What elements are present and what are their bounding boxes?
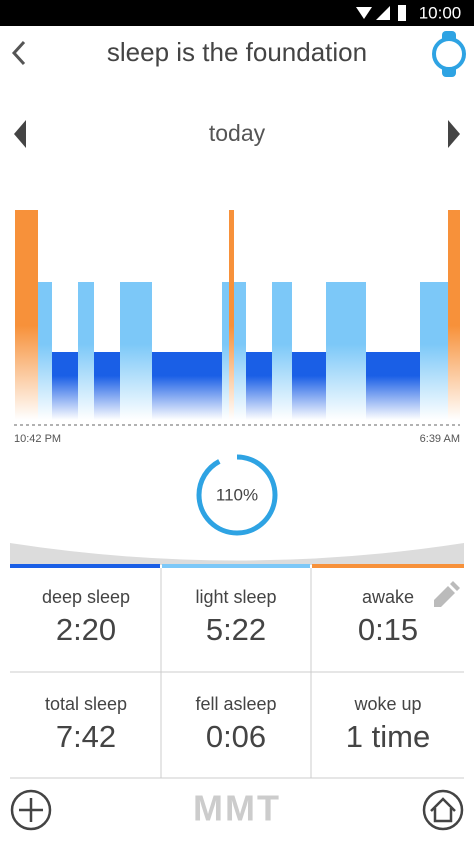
curve-band [10, 543, 464, 565]
stat-value: 0:15 [358, 612, 418, 647]
stat-label: light sleep [195, 587, 276, 607]
stat-value: 0:06 [206, 719, 266, 754]
stat-label: woke up [353, 694, 421, 714]
stats: deep sleep 2:20 light sleep 5:22 awake 0:15 to… [42, 587, 430, 754]
stat-value: 5:22 [206, 612, 266, 647]
sleep-chart [14, 210, 460, 426]
chart-end-time: 6:39 AM [420, 433, 460, 445]
deep-strip [10, 564, 160, 568]
light-strip [162, 564, 310, 568]
edit-button[interactable] [434, 581, 460, 607]
next-day-button[interactable] [448, 120, 460, 148]
header-title: sleep is the foundation [107, 37, 367, 67]
stat-label: total sleep [45, 694, 127, 714]
status-time: 10:00 [419, 3, 462, 22]
stat-value: 7:42 [56, 719, 116, 754]
signal-icon [376, 6, 390, 20]
stat-value: 1 time [346, 719, 430, 754]
stat-value: 2:20 [56, 612, 116, 647]
battery-icon [398, 5, 406, 21]
stat-label: deep sleep [42, 587, 130, 607]
stat-label: fell asleep [195, 694, 276, 714]
watch-button[interactable] [432, 31, 466, 77]
stats-grid [10, 568, 464, 779]
score-label: 110% [216, 485, 258, 504]
add-button[interactable] [10, 789, 52, 831]
home-button[interactable] [422, 789, 464, 831]
back-button[interactable] [11, 40, 26, 66]
stat-label: awake [362, 587, 414, 607]
score-ring [196, 454, 278, 536]
wifi-icon [356, 7, 372, 19]
date-label: today [209, 120, 266, 146]
status-bar [0, 0, 474, 26]
awake-strip [312, 564, 464, 568]
brand-logo: MMT [193, 788, 281, 829]
prev-day-button[interactable] [14, 120, 26, 148]
chart-start-time: 10:42 PM [14, 433, 61, 445]
